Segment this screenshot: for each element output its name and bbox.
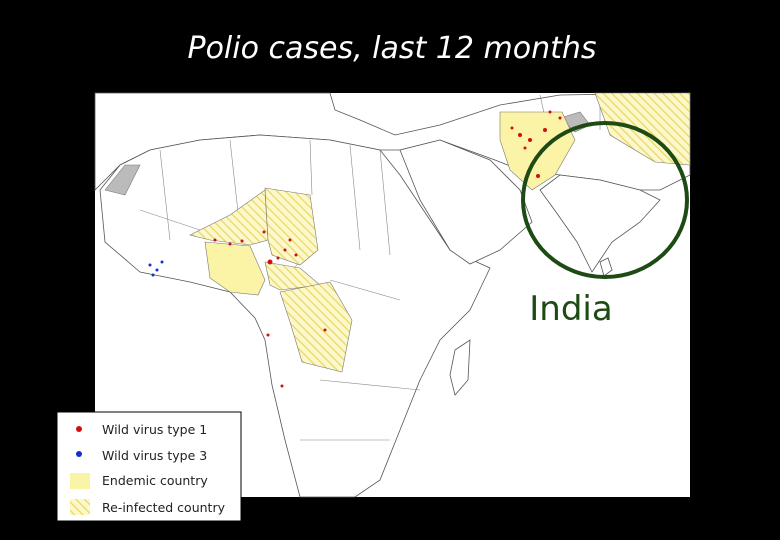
legend-marker xyxy=(76,451,82,457)
legend-marker xyxy=(76,426,82,432)
legend-label: Endemic country xyxy=(102,473,208,488)
legend-label: Wild virus type 1 xyxy=(102,422,207,437)
annotation: India xyxy=(529,289,612,329)
type-1-cases xyxy=(213,110,562,388)
legend-label: Wild virus type 3 xyxy=(102,448,207,463)
highlight-circle xyxy=(521,121,689,279)
map xyxy=(94,92,691,498)
type-3-cases xyxy=(148,260,164,277)
slide-title: Polio cases, last 12 months xyxy=(187,31,596,66)
legend-label: Re-infected country xyxy=(102,500,226,515)
legend-swatch xyxy=(70,499,90,515)
legend: Wild virus type 1 Wild virus type 3 Ende… xyxy=(56,411,242,522)
legend-swatch xyxy=(70,473,90,489)
